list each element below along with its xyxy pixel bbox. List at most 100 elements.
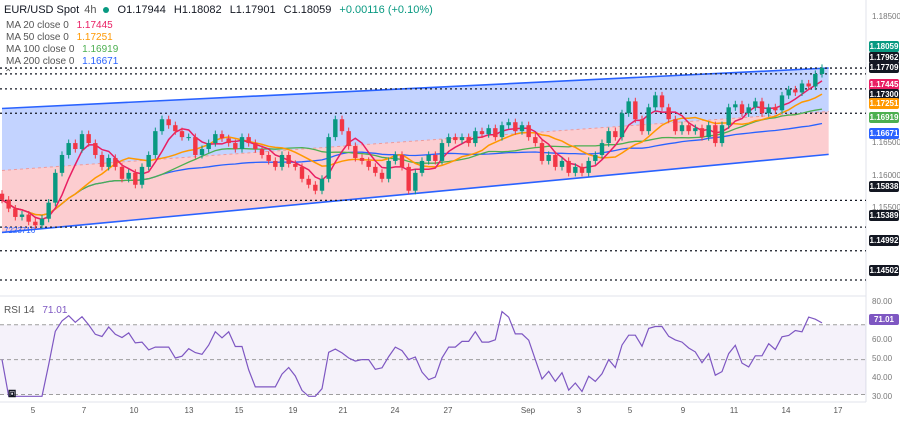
candle-body [673, 119, 678, 132]
candle-body [193, 137, 198, 155]
candle-body [559, 160, 565, 167]
candle-body [26, 214, 31, 222]
time-axis-tick: 24 [390, 406, 400, 415]
candle-body [146, 154, 151, 167]
candle-body [166, 119, 171, 126]
open-value: O1.17944 [117, 4, 166, 16]
candle-body [113, 157, 118, 167]
chevron-up-icon: ⌃ [4, 68, 13, 79]
candle-body [499, 125, 505, 138]
rsi-label: RSI 14 [4, 305, 35, 316]
ma20-legend[interactable]: MA 20 close 0 1.17445 [4, 20, 125, 32]
time-axis-tick: 10 [129, 406, 139, 415]
candle-body [106, 157, 111, 167]
candle-body [86, 134, 91, 144]
candle-body [73, 143, 78, 150]
time-axis-tick: 9 [680, 406, 686, 415]
candle-body [246, 137, 251, 144]
price-label-level: 1.15389 [869, 210, 899, 221]
rsi-axis-tick: 80.00 [872, 297, 893, 306]
candle-body [346, 131, 351, 147]
candle-body [206, 143, 211, 150]
candle-body [579, 166, 585, 173]
price-label-ma50: 1.17251 [869, 98, 899, 109]
candle-body [313, 184, 318, 191]
time-axis-tick: Sep [520, 406, 536, 415]
candle-body [306, 178, 311, 185]
candle-body [719, 125, 725, 144]
candle-body [679, 125, 685, 132]
candle-body [459, 137, 465, 141]
market-open-icon [103, 7, 110, 13]
candle-body [486, 128, 491, 135]
candle-body [393, 154, 398, 161]
candle-body [593, 154, 598, 161]
candle-body [626, 101, 631, 114]
candle-body [733, 104, 738, 108]
candle-body [253, 143, 258, 150]
price-axis-tick: 1.18500 [872, 12, 900, 21]
candle-body [599, 143, 605, 155]
time-axis-tick: 14 [781, 406, 791, 415]
candle-body [739, 104, 745, 114]
candle-body [299, 166, 305, 179]
candle-body [419, 160, 425, 173]
time-axis-tick: 3 [576, 406, 582, 415]
rsi-axis-tick: 40.00 [872, 373, 893, 382]
time-axis-tick: 11 [729, 406, 739, 415]
side-note: 7223716 [4, 226, 36, 235]
candle-body [339, 119, 345, 132]
candle-body [379, 172, 385, 179]
collapse-legend-button[interactable]: ⌃ [4, 68, 17, 80]
candle-body [779, 95, 785, 111]
ma100-value: 1.16919 [82, 44, 119, 55]
price-label-ma200: 1.16671 [869, 128, 899, 139]
change-value: +0.00116 (+0.10%) [339, 4, 433, 16]
time-axis-tick: 17 [833, 406, 843, 415]
price-label-last: 1.18059 [869, 41, 899, 52]
candle-body [666, 107, 671, 120]
ma50-legend[interactable]: MA 50 close 0 1.17251 [4, 32, 125, 44]
time-axis-tick: 7 [81, 406, 87, 415]
symbol-label: EUR/USD Spot [4, 4, 80, 16]
channel-upper-line [1, 67, 829, 110]
ma20-value: 1.17445 [76, 20, 113, 31]
candle-body [613, 131, 618, 138]
ma200-value: 1.16671 [82, 56, 119, 67]
candle-body [66, 143, 71, 155]
candle-body [139, 166, 145, 185]
candle-body [713, 125, 718, 144]
candle-body [439, 143, 445, 161]
candle-body [33, 221, 38, 226]
candle-body [793, 89, 798, 93]
candle-body [539, 143, 545, 161]
time-axis-tick: 15 [234, 406, 244, 415]
candle-body [199, 149, 205, 155]
price-label-level: 1.14992 [869, 235, 899, 246]
candle-body [493, 128, 498, 138]
price-axis-tick: 1.15500 [872, 203, 900, 212]
candle-body [406, 166, 411, 191]
candle-body [333, 119, 338, 138]
close-value: C1.18059 [283, 4, 332, 16]
candle-body [513, 122, 518, 132]
candle-body [6, 199, 11, 209]
rsi-value: 71.01 [42, 305, 68, 316]
candle-body [239, 137, 245, 150]
candle-body [766, 107, 771, 114]
candle-body [286, 154, 291, 164]
rsi-legend[interactable]: RSI 14 71.01 [4, 305, 72, 317]
ma200-legend[interactable]: MA 200 close 0 1.16671 [4, 56, 130, 68]
ma20-label: MA 20 close 0 [6, 20, 69, 31]
candle-body [659, 95, 665, 108]
candle-body [53, 172, 58, 203]
candle-body [13, 208, 18, 217]
candle-body [519, 125, 525, 132]
candle-body [266, 154, 271, 161]
ma100-legend[interactable]: MA 100 close 0 1.16919 [4, 44, 130, 56]
candle-body [753, 101, 758, 108]
candle-body [606, 131, 611, 144]
rsi-value-label: 71.01 [869, 314, 899, 325]
